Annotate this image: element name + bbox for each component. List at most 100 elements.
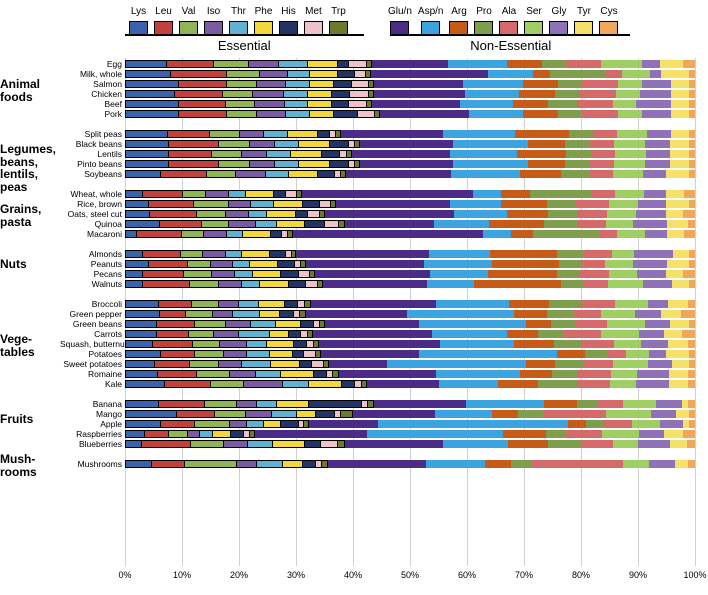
- segment-Thr: [284, 100, 308, 108]
- segment-Val: [204, 400, 237, 408]
- segment-Arg: [568, 420, 585, 428]
- segment-Tyr: [664, 430, 683, 438]
- xaxis-tick: 30%: [287, 570, 305, 580]
- segment-Asp: [432, 330, 507, 338]
- segment-Arg: [498, 380, 537, 388]
- segment-Tyr: [669, 380, 689, 388]
- segment-Leu: [166, 60, 213, 68]
- segment-Val: [190, 440, 223, 448]
- segment-Ser: [618, 110, 642, 118]
- segment-Phe: [242, 230, 270, 238]
- segment-Phe: [245, 190, 274, 198]
- segment-Thr: [282, 380, 308, 388]
- segment-Pro: [542, 60, 566, 68]
- segment-Glu: [323, 280, 428, 288]
- segment-Phe: [307, 100, 331, 108]
- segment-Cys: [684, 230, 695, 238]
- segment-Arg: [501, 200, 547, 208]
- segment-Gly: [645, 320, 670, 328]
- xaxis-tick: 70%: [515, 570, 533, 580]
- segment-Gly: [647, 130, 671, 138]
- segment-Lys: [125, 430, 144, 438]
- food-label: Walnuts: [60, 279, 122, 289]
- segment-Arg: [514, 340, 554, 348]
- segment-Pro: [546, 430, 565, 438]
- segment-Leu: [142, 250, 181, 258]
- segment-Cys: [683, 270, 695, 278]
- bar-row: [125, 250, 695, 258]
- segment-Iso: [249, 160, 274, 168]
- segment-Leu: [157, 370, 196, 378]
- segment-Ala: [565, 430, 602, 438]
- segment-Tyr: [671, 80, 689, 88]
- segment-Lys: [125, 60, 166, 68]
- segment-His: [331, 90, 349, 98]
- segment-Ser: [611, 370, 637, 378]
- bar-row: [125, 360, 695, 368]
- segment-Thr: [265, 170, 288, 178]
- segment-Lys: [125, 110, 178, 118]
- segment-Ala: [580, 270, 609, 278]
- segment-Ser: [612, 250, 634, 258]
- segment-Pro: [561, 280, 584, 288]
- segment-Thr: [255, 220, 276, 228]
- segment-Tyr: [671, 130, 689, 138]
- segment-Ser: [615, 190, 644, 198]
- food-label: Split peas: [60, 129, 122, 139]
- bar-row: [125, 440, 695, 448]
- segment-Tyr: [672, 280, 689, 288]
- segment-Phe: [259, 280, 288, 288]
- food-label: Carrots: [60, 329, 122, 339]
- segment-Met: [297, 300, 304, 308]
- segment-Lys: [125, 440, 141, 448]
- segment-Val: [184, 460, 236, 468]
- segment-Gly: [639, 430, 664, 438]
- segment-Asp: [419, 350, 557, 358]
- segment-Leu: [160, 420, 195, 428]
- segment-Iso: [213, 330, 238, 338]
- segment-Met: [306, 340, 313, 348]
- segment-Met: [307, 210, 319, 218]
- legend-label-Ser: Ser: [524, 6, 543, 17]
- segment-Asp: [483, 230, 511, 238]
- segment-His: [273, 190, 284, 198]
- segment-His: [333, 110, 357, 118]
- segment-Leu: [151, 460, 184, 468]
- segment-Arg: [485, 460, 511, 468]
- segment-Ser: [617, 230, 645, 238]
- legend-label-Phe: Phe: [254, 6, 273, 17]
- segment-Leu: [160, 170, 207, 178]
- segment-Ser: [614, 160, 645, 168]
- segment-His: [299, 360, 311, 368]
- segment-Gly: [633, 220, 667, 228]
- bar-row: [125, 270, 695, 278]
- segment-Pro: [558, 110, 582, 118]
- segment-Glu: [315, 270, 430, 278]
- segment-Val: [210, 380, 243, 388]
- segment-Leu: [158, 400, 204, 408]
- segment-Iso: [225, 320, 250, 328]
- segment-Thr: [250, 200, 273, 208]
- segment-Iso: [245, 410, 270, 418]
- segment-Ala: [593, 130, 617, 138]
- segment-Ser: [601, 330, 639, 338]
- segment-Arg: [507, 210, 548, 218]
- segment-Phe: [309, 110, 333, 118]
- segment-Ala: [584, 360, 613, 368]
- segment-His: [269, 250, 286, 258]
- legend-label-Met: Met: [304, 6, 323, 17]
- segment-Ser: [613, 440, 637, 448]
- segment-Tyr: [667, 230, 684, 238]
- segment-Thr: [246, 350, 269, 358]
- segment-Cys: [689, 110, 695, 118]
- segment-Gly: [648, 300, 668, 308]
- segment-Arg: [492, 410, 517, 418]
- segment-Leu: [142, 190, 182, 198]
- segment-Ser: [615, 150, 646, 158]
- segment-Ser: [613, 360, 648, 368]
- segment-Pro: [557, 270, 580, 278]
- segment-Thr: [256, 400, 276, 408]
- segment-Thr: [271, 410, 296, 418]
- segment-Val: [218, 160, 249, 168]
- segment-Iso: [256, 110, 286, 118]
